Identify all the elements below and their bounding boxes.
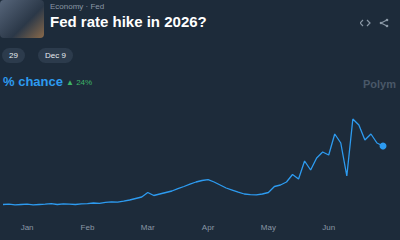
svg-text:Feb: Feb bbox=[81, 223, 95, 232]
svg-text:Jan: Jan bbox=[21, 223, 34, 232]
html-text:Economy · Fed: Economy · Fed bbox=[50, 2, 105, 11]
svg-text:Apr: Apr bbox=[202, 223, 215, 232]
html-text:% chance ▲ 24%: % chance ▲ 24% bbox=[3, 74, 93, 89]
svg-text:May: May bbox=[261, 223, 276, 232]
html-text:Dec 9: Dec 9 bbox=[45, 51, 66, 60]
html-text:Fed rate hike in 2026?: Fed rate hike in 2026? bbox=[50, 13, 207, 30]
html-text:29: 29 bbox=[9, 51, 18, 60]
html-text:Polym: Polym bbox=[363, 78, 396, 90]
svg-text:Mar: Mar bbox=[141, 223, 155, 232]
svg-text:Jun: Jun bbox=[322, 223, 335, 232]
